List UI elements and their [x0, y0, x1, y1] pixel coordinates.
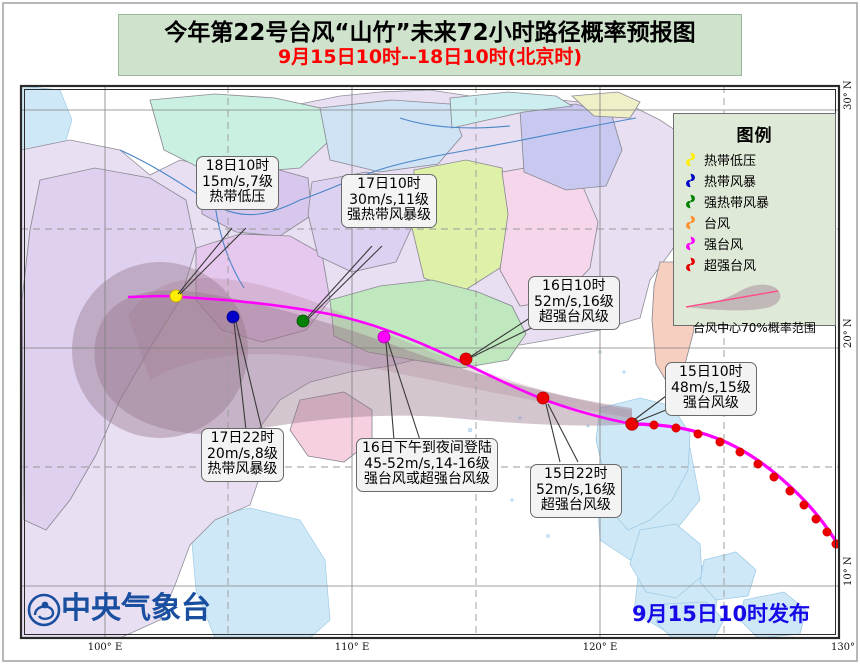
callout-line: 热带低压 [209, 189, 266, 206]
legend-item-strong-typhoon: 强台风 [674, 233, 835, 254]
page-title: 今年第22号台风“山竹”未来72小时路径概率预报图 [164, 20, 696, 46]
issue-time: 9月15日10时发布 [632, 602, 811, 626]
probability-cone [94, 290, 632, 435]
typhoon-swirl-icon [686, 173, 695, 188]
callout-18d10h: 18日10时 15m/s,7级 热带低压 [196, 156, 279, 211]
callout-line: 超强台风级 [540, 497, 611, 514]
marker-15d22h [536, 391, 550, 405]
callout-line: 16日下午到夜间登陆 [362, 440, 492, 456]
legend-label: 强台风 [704, 238, 744, 253]
legend-label: 热带风暴 [704, 175, 757, 190]
callout-line: 17日10时 [357, 176, 421, 192]
marker-17d10h [296, 314, 310, 328]
typhoon-swirl-icon [686, 257, 695, 272]
cma-logo-icon [27, 593, 61, 627]
callout-line: 强台风级 [682, 395, 739, 412]
marker-16d-landfall [377, 330, 391, 344]
callout-17d22h: 17日22时 20m/s,8级 热带风暴级 [201, 428, 284, 483]
legend-label: 热带低压 [704, 154, 757, 169]
legend-item-super-typhoon: 超强台风 [674, 254, 835, 275]
callout-line: 15日10时 [679, 364, 743, 380]
legend-item-tropical-depression: 热带低压 [674, 149, 835, 170]
callout-line: 48m/s,15级 [671, 379, 751, 396]
typhoon-swirl-icon [686, 194, 695, 209]
forecast-markers [169, 289, 639, 431]
callout-line: 强台风或超强台风级 [363, 471, 490, 488]
title-subtitle: 9月15日10时--18日10时(北京时) [277, 46, 583, 69]
axis-tick-right: 10° N [843, 556, 854, 586]
callout-15d10h: 15日10时 48m/s,15级 强台风级 [665, 362, 757, 417]
leader-lines [177, 227, 667, 463]
callout-line: 20m/s,8级 [207, 445, 278, 462]
cma-badge-spacer [24, 592, 58, 626]
callout-line: 45-52m/s,14-16级 [364, 455, 490, 472]
callout-line: 17日22时 [210, 430, 275, 446]
callout-16d10h: 16日10时 52m/s,16级 超强台风级 [528, 276, 620, 331]
typhoon-swirl-icon [686, 152, 695, 167]
legend-title: 图例 [736, 126, 773, 146]
callout-line: 52m/s,16级 [536, 481, 616, 498]
marker-16d10h [459, 352, 473, 366]
callout-16d-landfall: 16日下午到夜间登陆 45-52m/s,14-16级 强台风或超强台风级 [356, 438, 498, 493]
map-frame-inner [24, 89, 836, 635]
marker-17d22h [226, 310, 240, 324]
axis-tick-right: 30° N [843, 80, 854, 110]
callout-line: 15日22时 [544, 466, 608, 482]
callout-line: 热带风暴级 [207, 461, 278, 478]
callout-line: 强热带风暴级 [347, 207, 431, 224]
typhoon-swirl-icon [686, 236, 695, 251]
legend-panel: 图例 热带低压 热带风暴 强热带风暴 [673, 113, 836, 335]
axis-tick-right: 20° N [843, 318, 854, 348]
callout-15d22h: 15日22时 52m/s,16级 超强台风级 [530, 464, 622, 519]
past-track-markers [629, 419, 839, 549]
organization-name: 中央气象台 [61, 591, 211, 626]
axis-tick-bottom: 120° E [582, 642, 618, 653]
callout-line: 超强台风级 [538, 309, 609, 326]
callout-line: 18日10时 [205, 158, 270, 174]
callout-17d10h: 17日10时 30m/s,11级 强热带风暴级 [341, 174, 437, 229]
callout-line: 52m/s,16级 [534, 293, 614, 310]
legend-item-tropical-storm: 热带风暴 [674, 170, 835, 191]
legend-cone-sample [674, 277, 835, 319]
map-frame [19, 84, 841, 640]
cone-swatch-icon [685, 284, 781, 311]
callout-line: 16日10时 [542, 278, 606, 294]
typhoon-swirl-icon [686, 215, 695, 230]
marker-15d10h [625, 417, 639, 431]
legend-cone-note: 台风中心70%概率范围 [693, 321, 816, 335]
cma-logo: 中央气象台 [24, 592, 211, 626]
axis-tick-bottom: 100° E [87, 642, 123, 653]
axis-tick-bottom: 110° E [334, 642, 370, 653]
legend-item-typhoon: 台风 [674, 212, 835, 233]
callout-line: 30m/s,11级 [349, 191, 429, 208]
title-banner: 今年第22号台风“山竹”未来72小时路径概率预报图 9月15日10时--18日1… [118, 14, 742, 76]
legend-label: 台风 [704, 217, 731, 232]
legend-item-severe-tropical-storm: 强热带风暴 [674, 191, 835, 212]
legend-label: 强热带风暴 [704, 196, 770, 211]
probability-cone-end [72, 262, 248, 438]
callout-line: 15m/s,7级 [202, 173, 273, 190]
legend-label: 超强台风 [704, 259, 757, 274]
axis-tick-bottom: 130° [830, 642, 856, 653]
